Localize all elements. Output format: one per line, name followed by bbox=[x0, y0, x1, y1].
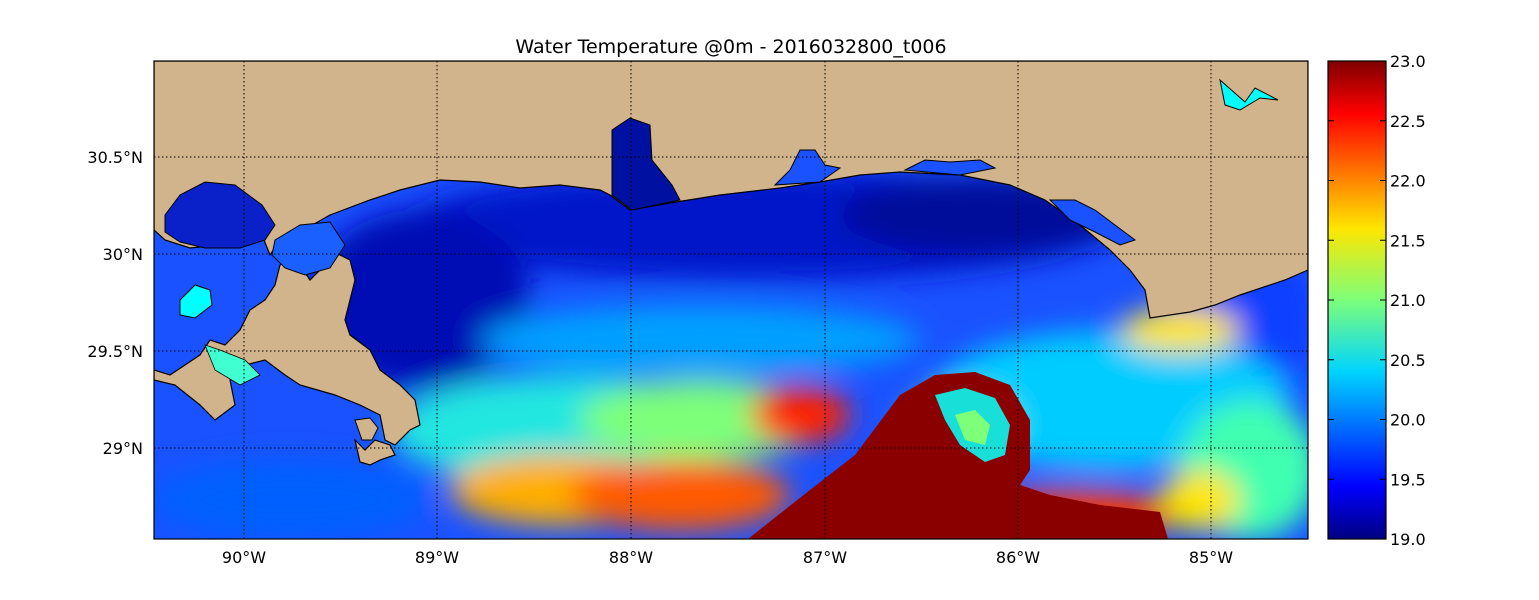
lon-tick-label: 90°W bbox=[222, 548, 266, 567]
land-mass-north bbox=[154, 61, 1308, 319]
colorbar-tick-label: 21.5 bbox=[1390, 231, 1426, 250]
st-andrew-bay bbox=[1048, 199, 1137, 246]
lat-tick-label: 29°N bbox=[103, 439, 143, 458]
apalachicola-lake bbox=[1219, 78, 1279, 111]
lon-tick-label: 88°W bbox=[609, 548, 653, 567]
colorbar-tick-label: 21.0 bbox=[1390, 291, 1426, 310]
lake-maurepas bbox=[179, 284, 213, 319]
map-title: Water Temperature @0m - 2016032800_t006 bbox=[515, 36, 946, 58]
colorbar-tick-label: 20.0 bbox=[1390, 411, 1426, 430]
mobile-bay bbox=[611, 117, 681, 211]
land-mass-delta-tip bbox=[353, 438, 396, 466]
lat-tick-labels: 30.5°N 30°N 29.5°N 29°N bbox=[87, 148, 143, 458]
colorbar-tick-label: 22.5 bbox=[1390, 112, 1426, 131]
colorbar-gradient bbox=[1327, 60, 1387, 540]
lon-tick-label: 87°W bbox=[803, 548, 847, 567]
land-mass-mississippi-delta bbox=[154, 249, 421, 446]
lake-pontchartrain bbox=[164, 181, 276, 249]
inland-water bbox=[164, 78, 1279, 386]
colorbar-tick-label: 19.0 bbox=[1390, 530, 1426, 549]
graticule bbox=[154, 61, 1308, 539]
colorbar-tick-label: 20.5 bbox=[1390, 351, 1426, 370]
lat-tick-label: 30°N bbox=[103, 245, 143, 264]
choctawhatchee-bay bbox=[903, 159, 997, 176]
map-frame bbox=[153, 60, 1309, 540]
lon-tick-label: 85°W bbox=[1189, 548, 1233, 567]
land-mass-south-peninsula bbox=[354, 417, 379, 441]
lon-tick-label: 86°W bbox=[996, 548, 1040, 567]
lat-tick-label: 29.5°N bbox=[87, 342, 143, 361]
colorbar-tick-label: 22.0 bbox=[1390, 172, 1426, 191]
pensacola-bay bbox=[773, 149, 842, 186]
colorbar-tick-label: 19.5 bbox=[1390, 470, 1426, 489]
lake-borgne bbox=[271, 221, 346, 276]
lat-tick-label: 30.5°N bbox=[87, 148, 143, 167]
colorbar-ticks: 19.0 19.5 20.0 20.5 21.0 21.5 22.0 22.5 23.0 bbox=[1328, 52, 1426, 549]
lon-tick-label: 89°W bbox=[415, 548, 459, 567]
colorbar-tick-label: 23.0 bbox=[1390, 52, 1426, 71]
colorbar: 19.0 19.5 20.0 20.5 21.0 21.5 22.0 22.5 23.0 bbox=[1327, 52, 1426, 549]
marsh-ponds bbox=[204, 344, 261, 386]
lon-tick-labels: 90°W 89°W 88°W 87°W 86°W 85°W bbox=[222, 548, 1233, 567]
map-plot-area bbox=[154, 61, 1308, 539]
land bbox=[154, 61, 1308, 466]
